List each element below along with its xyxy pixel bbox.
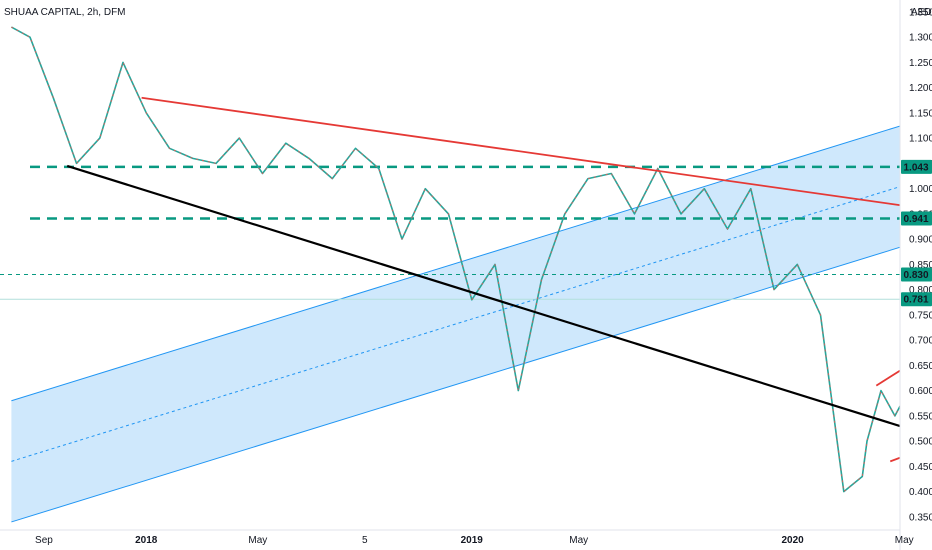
y-tick-label: 1.300 bbox=[909, 33, 932, 44]
y-tick-label: 1.100 bbox=[909, 134, 932, 145]
y-tick-label: 0.800 bbox=[909, 285, 932, 296]
price-level-badge bbox=[901, 159, 932, 174]
price-series bbox=[11, 26, 932, 493]
x-tick-label: 2020 bbox=[781, 535, 804, 546]
y-tick-label: 0.900 bbox=[909, 235, 932, 246]
x-tick-label: May bbox=[895, 535, 914, 546]
y-tick-label: 0.700 bbox=[909, 336, 932, 347]
y-tick-label: 0.850 bbox=[909, 260, 932, 271]
y-tick-label: 0.750 bbox=[909, 310, 932, 321]
y-tick-label: 1.150 bbox=[909, 108, 932, 119]
y-tick-label: 0.600 bbox=[909, 386, 932, 397]
y-tick-label: 0.350 bbox=[909, 512, 932, 523]
channel-fill bbox=[11, 116, 932, 522]
trend-line bbox=[141, 96, 932, 211]
y-tick-label: 0.400 bbox=[909, 487, 932, 498]
y-tick-label: 1.350 bbox=[909, 7, 932, 18]
y-tick-label: 1.200 bbox=[909, 83, 932, 94]
time-axis-bg bbox=[0, 530, 932, 550]
channel-lower-line bbox=[11, 236, 932, 523]
x-tick-label: 2018 bbox=[135, 535, 158, 546]
x-tick-label: 2019 bbox=[461, 535, 484, 546]
trend-line bbox=[66, 164, 932, 438]
y-tick-label: 0.550 bbox=[909, 411, 932, 422]
chart-title: SHUAA CAPITAL, 2h, DFM bbox=[4, 7, 126, 18]
y-tick-label: 0.650 bbox=[909, 361, 932, 372]
price-line-shadow bbox=[11, 26, 932, 493]
x-tick-label: Sep bbox=[35, 535, 53, 546]
y-tick-label: 1.000 bbox=[909, 184, 932, 195]
x-tick-label: May bbox=[569, 535, 588, 546]
currency-label: AED bbox=[911, 7, 932, 18]
regression-channel bbox=[11, 115, 932, 523]
y-tick-label: 0.450 bbox=[909, 462, 932, 473]
price-level-badge bbox=[901, 292, 932, 307]
price-level-badge-label: 0.941 bbox=[903, 214, 928, 225]
y-tick-label: 1.250 bbox=[909, 58, 932, 69]
price-level-badge-label: 1.043 bbox=[903, 162, 928, 173]
x-tick-label: 5 bbox=[362, 535, 368, 546]
x-tick-label: May bbox=[248, 535, 267, 546]
price-level-badge-label: 0.781 bbox=[903, 295, 928, 306]
price-level-badge bbox=[901, 267, 932, 282]
trend-lines bbox=[66, 96, 932, 463]
price-axis[interactable]: AED1.3501.3001.2501.2001.1501.1001.0501.… bbox=[900, 0, 932, 550]
price-level-badge-label: 0.830 bbox=[903, 270, 928, 281]
price-level-badge bbox=[901, 211, 932, 226]
y-tick-label: 0.500 bbox=[909, 437, 932, 448]
channel-upper-line bbox=[11, 115, 932, 402]
